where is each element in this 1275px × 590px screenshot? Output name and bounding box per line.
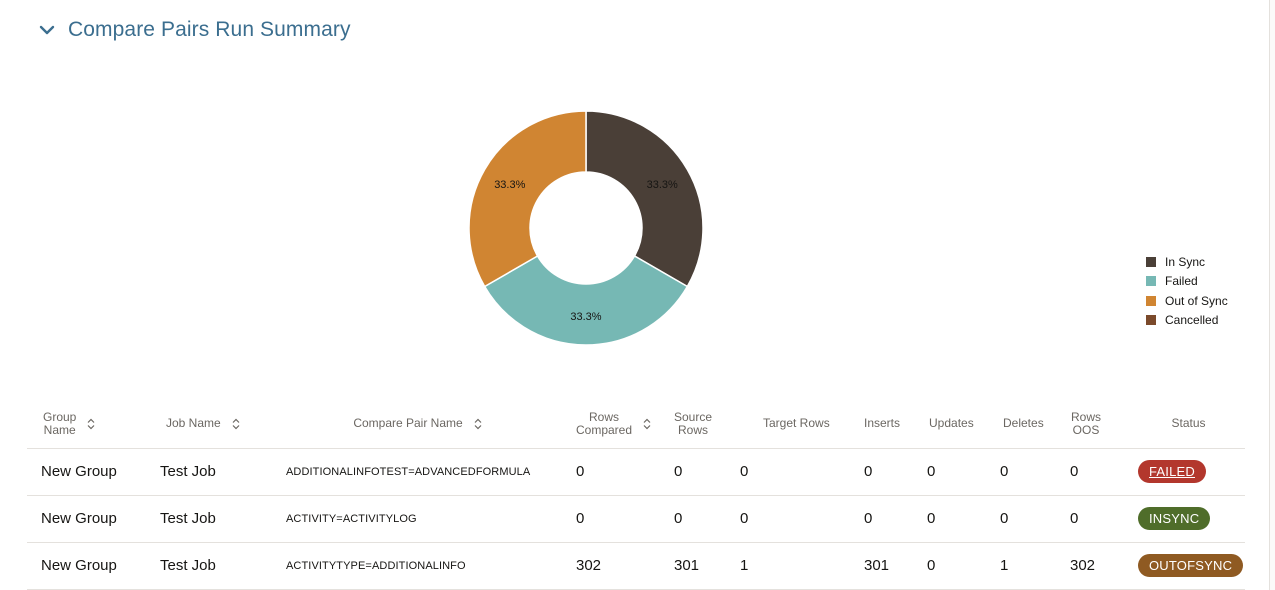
cell-source-rows: 0 <box>668 494 738 542</box>
cell-deletes: 0 <box>996 494 1066 542</box>
cell-target-rows: 0 <box>738 494 858 542</box>
cell-rows-compared: 302 <box>556 541 668 590</box>
column-header-compare-pair-name[interactable]: Compare Pair Name <box>280 400 556 448</box>
status-badge-insync: INSYNC <box>1138 507 1211 530</box>
cell-compare-pair-name: ADDITIONALINFOTEST=ADVANCEDFORMULA <box>280 447 556 495</box>
cell-job-name: Test Job <box>150 494 280 542</box>
donut-slice-in-sync[interactable] <box>585 110 704 288</box>
header-label: Compare Pair Name <box>353 416 463 431</box>
legend-label: In Sync <box>1165 254 1206 269</box>
cell-updates: 0 <box>922 447 996 495</box>
header-label: Target Rows <box>763 416 830 431</box>
header-label: Updates <box>929 416 974 431</box>
cell-updates: 0 <box>922 494 996 542</box>
cell-status: FAILED <box>1132 447 1245 495</box>
cell-updates: 0 <box>922 541 996 590</box>
chevron-down-icon[interactable] <box>38 21 56 39</box>
status-badge-outofsync: OUTOFSYNC <box>1138 554 1244 577</box>
header-label: Source Rows <box>674 409 713 437</box>
status-badge-failed[interactable]: FAILED <box>1138 460 1206 483</box>
legend-item-cancelled[interactable]: Cancelled <box>1146 311 1228 331</box>
cell-deletes: 1 <box>996 541 1066 590</box>
header-label: Job Name <box>166 416 221 431</box>
scrollbar-track[interactable] <box>1269 0 1275 590</box>
column-header-updates: Updates <box>922 400 996 448</box>
column-header-rows-oos: Rows OOS <box>1066 400 1132 448</box>
cell-status: INSYNC <box>1132 494 1245 542</box>
legend-swatch <box>1146 256 1156 267</box>
header-label: Inserts <box>864 416 901 431</box>
cell-job-name: Test Job <box>150 447 280 495</box>
donut-chart: 33.3% 33.3% 33.3% In Sync Failed Out of Sy… <box>0 60 1275 400</box>
compare-pairs-table: Group Name Job Name Compare Pair Name Ro… <box>27 400 1245 590</box>
cell-rows-oos: 0 <box>1066 447 1132 495</box>
section-title: Compare Pairs Run Summary <box>68 18 351 41</box>
legend-swatch <box>1146 315 1156 326</box>
legend-swatch <box>1146 295 1156 306</box>
cell-status: OUTOFSYNC <box>1132 541 1245 590</box>
donut-chart-svg: 33.3% 33.3% 33.3% <box>468 110 704 346</box>
table-header-row: Group Name Job Name Compare Pair Name Ro… <box>27 400 1245 448</box>
legend-item-in-sync[interactable]: In Sync <box>1146 252 1228 272</box>
donut-data-label: 33.3% <box>494 179 525 191</box>
table-row[interactable]: New Group Test Job ACTIVITYTYPE=ADDITION… <box>27 541 1245 590</box>
legend-label: Cancelled <box>1165 313 1219 328</box>
column-header-source-rows: Source Rows <box>668 400 738 448</box>
cell-target-rows: 1 <box>738 541 858 590</box>
cell-rows-compared: 0 <box>556 447 668 495</box>
legend-item-failed[interactable]: Failed <box>1146 272 1228 292</box>
header-label: Group Name <box>43 409 77 437</box>
column-header-group-name[interactable]: Group Name <box>27 400 150 448</box>
column-header-rows-compared[interactable]: Rows Compared <box>556 400 668 448</box>
cell-compare-pair-name: ACTIVITYTYPE=ADDITIONALINFO <box>280 541 556 590</box>
header-label: Status <box>1171 416 1206 431</box>
legend-label: Out of Sync <box>1165 293 1228 308</box>
column-header-job-name[interactable]: Job Name <box>150 400 280 448</box>
column-header-inserts: Inserts <box>858 400 922 448</box>
table-row[interactable]: New Group Test Job ACTIVITY=ACTIVITYLOG … <box>27 494 1245 542</box>
donut-slice-failed[interactable] <box>483 254 689 346</box>
sort-arrows-icon[interactable] <box>86 418 96 430</box>
header-label: Deletes <box>1003 416 1044 431</box>
cell-group-name: New Group <box>27 494 150 542</box>
header-label: Rows Compared <box>576 409 633 437</box>
header-label: Rows OOS <box>1071 409 1102 437</box>
cell-deletes: 0 <box>996 447 1066 495</box>
cell-inserts: 301 <box>858 541 922 590</box>
legend-swatch <box>1146 276 1156 287</box>
section-header[interactable]: Compare Pairs Run Summary <box>38 14 351 46</box>
donut-slice-out-of-sync[interactable] <box>468 110 587 288</box>
legend-item-out-of-sync[interactable]: Out of Sync <box>1146 291 1228 311</box>
donut-data-label: 33.3% <box>570 311 601 323</box>
cell-target-rows: 0 <box>738 447 858 495</box>
cell-group-name: New Group <box>27 447 150 495</box>
legend-label: Failed <box>1165 274 1198 289</box>
column-header-status: Status <box>1132 400 1245 448</box>
cell-rows-oos: 0 <box>1066 494 1132 542</box>
cell-source-rows: 301 <box>668 541 738 590</box>
cell-group-name: New Group <box>27 541 150 590</box>
cell-source-rows: 0 <box>668 447 738 495</box>
cell-rows-compared: 0 <box>556 494 668 542</box>
chart-legend: In Sync Failed Out of Sync Cancelled <box>1146 252 1228 330</box>
sort-arrows-icon[interactable] <box>642 418 652 430</box>
column-header-deletes: Deletes <box>996 400 1066 448</box>
table-row[interactable]: New Group Test Job ADDITIONALINFOTEST=AD… <box>27 447 1245 495</box>
cell-inserts: 0 <box>858 447 922 495</box>
cell-inserts: 0 <box>858 494 922 542</box>
cell-job-name: Test Job <box>150 541 280 590</box>
donut-data-label: 33.3% <box>647 179 678 191</box>
cell-compare-pair-name: ACTIVITY=ACTIVITYLOG <box>280 494 556 542</box>
sort-arrows-icon[interactable] <box>473 418 483 430</box>
cell-rows-oos: 302 <box>1066 541 1132 590</box>
column-header-target-rows: Target Rows <box>738 400 858 448</box>
sort-arrows-icon[interactable] <box>231 418 241 430</box>
